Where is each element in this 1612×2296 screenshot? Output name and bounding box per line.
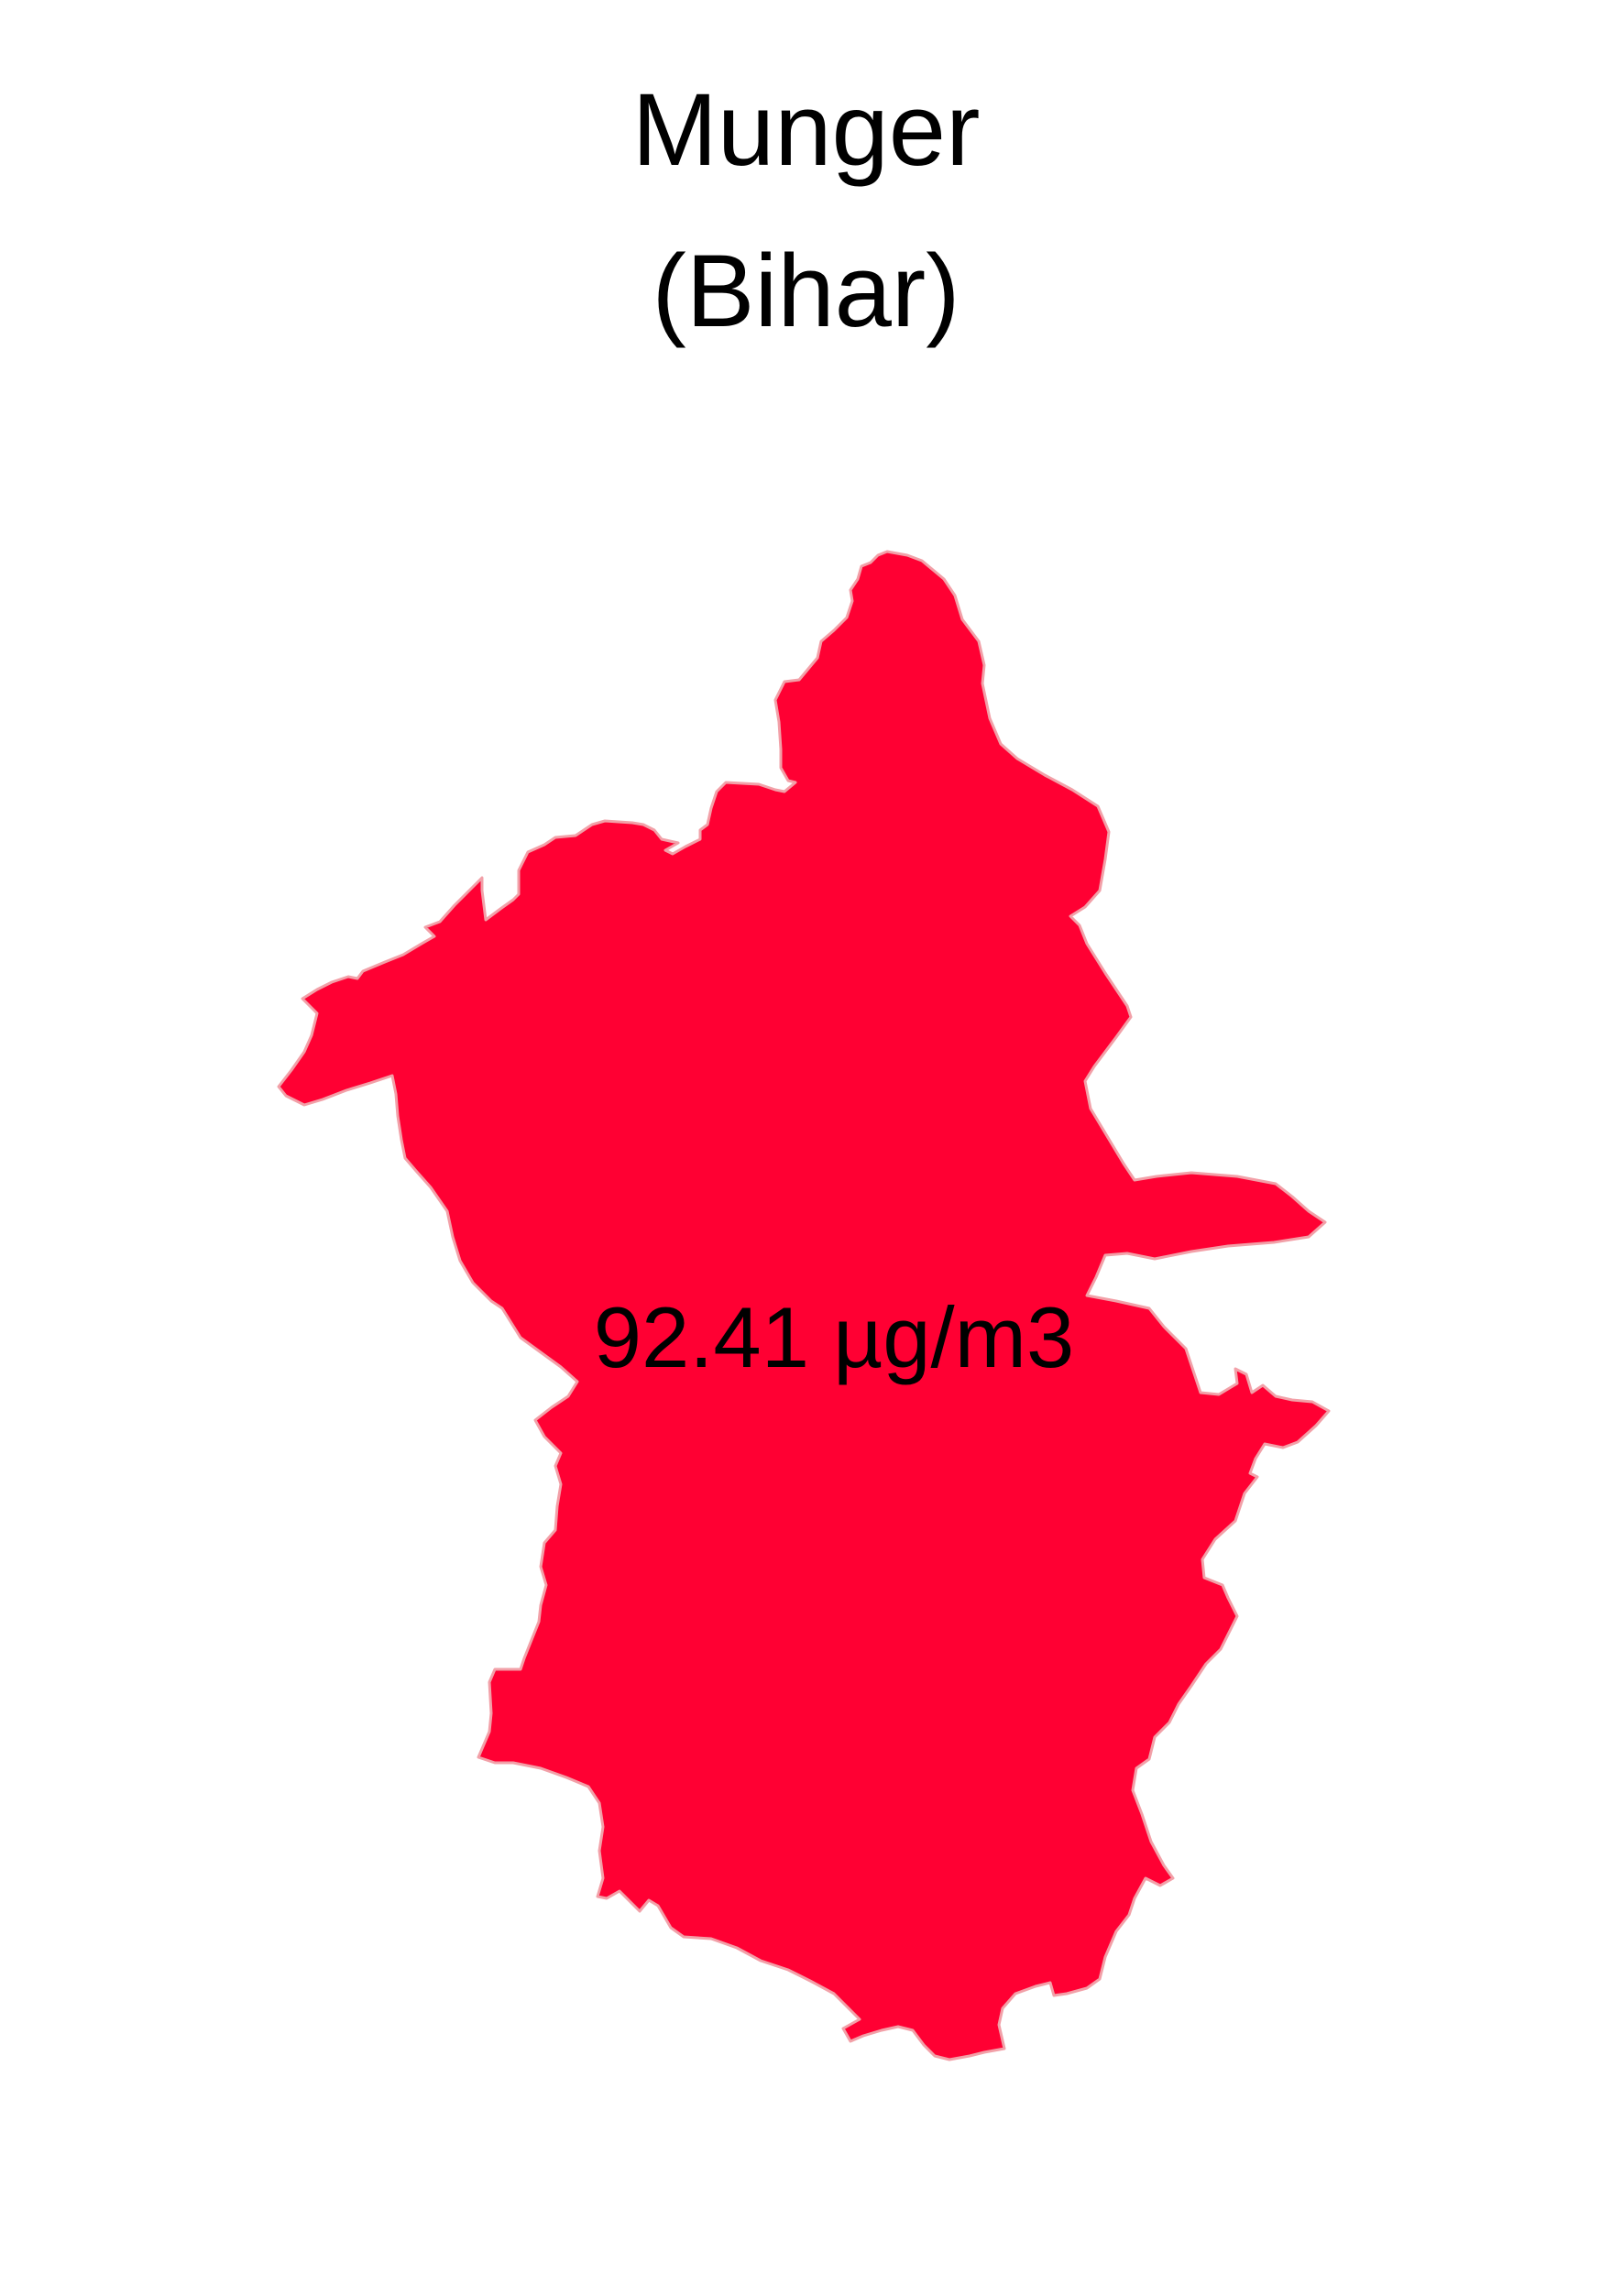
map-title: Munger [631, 72, 981, 187]
map-subtitle-state: (Bihar) [652, 234, 960, 348]
munger-district-shape [277, 550, 1331, 2061]
pollution-value-label: 92.41 µg/m3 [594, 1289, 1074, 1385]
